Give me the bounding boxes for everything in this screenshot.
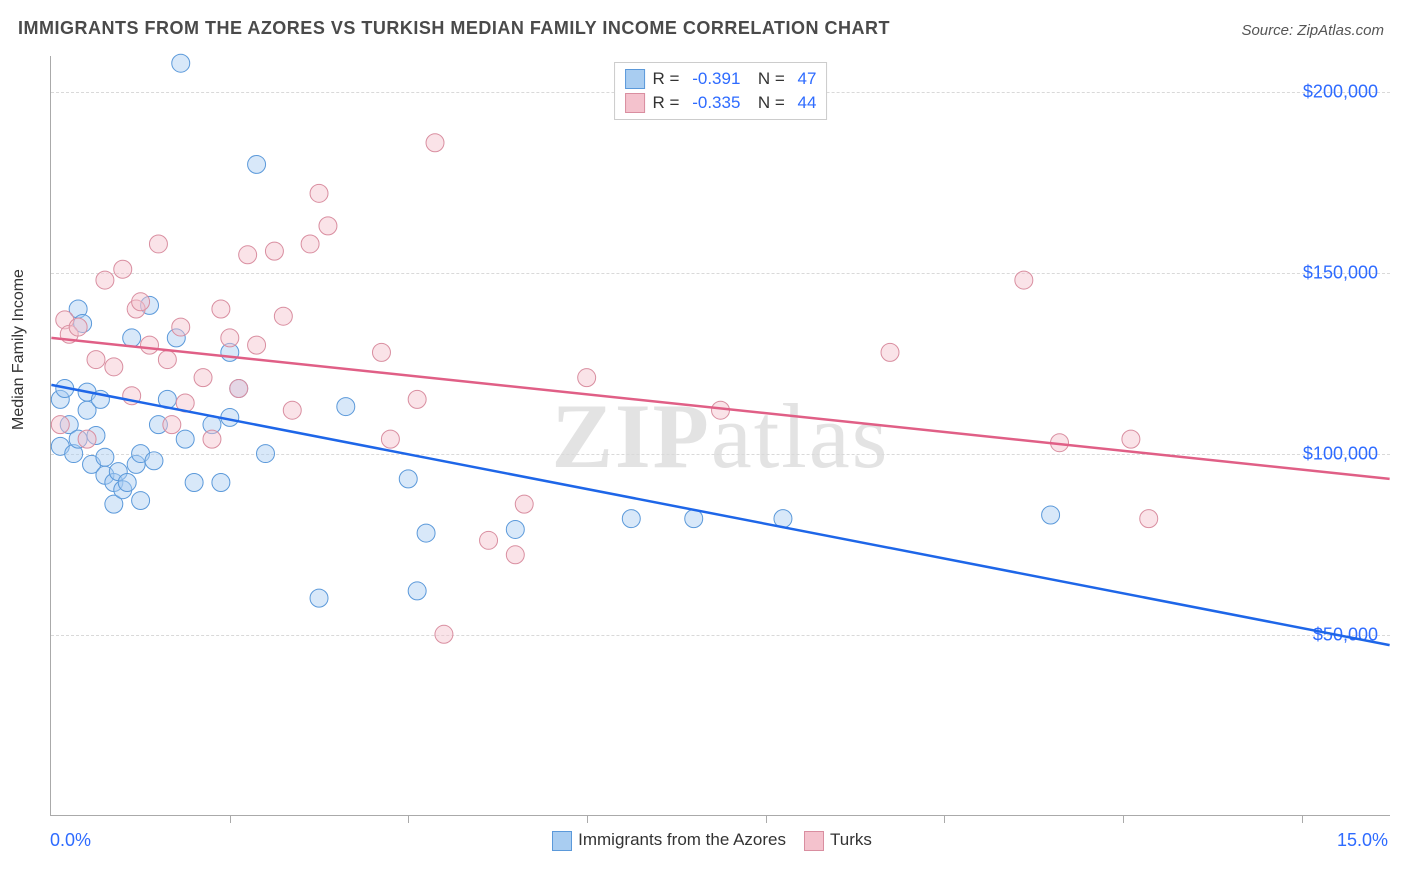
- data-point: [881, 343, 899, 361]
- data-point: [310, 184, 328, 202]
- data-point: [87, 351, 105, 369]
- chart-title: IMMIGRANTS FROM THE AZORES VS TURKISH ME…: [18, 18, 890, 39]
- data-point: [172, 318, 190, 336]
- data-point: [163, 416, 181, 434]
- scatter-svg: [51, 56, 1390, 815]
- data-point: [480, 531, 498, 549]
- data-point: [274, 307, 292, 325]
- x-tick: [1123, 815, 1124, 823]
- data-point: [69, 318, 87, 336]
- data-point: [96, 448, 114, 466]
- data-point: [301, 235, 319, 253]
- data-point: [399, 470, 417, 488]
- data-point: [212, 300, 230, 318]
- data-point: [230, 380, 248, 398]
- trend-line: [51, 385, 1389, 645]
- data-point: [515, 495, 533, 513]
- data-point: [408, 390, 426, 408]
- data-point: [114, 260, 132, 278]
- legend-swatch: [625, 69, 645, 89]
- data-point: [426, 134, 444, 152]
- data-point: [319, 217, 337, 235]
- legend-r-value: -0.391: [692, 69, 740, 89]
- data-point: [372, 343, 390, 361]
- data-point: [506, 546, 524, 564]
- data-point: [145, 452, 163, 470]
- data-point: [123, 329, 141, 347]
- trend-line: [51, 338, 1389, 479]
- data-point: [221, 329, 239, 347]
- y-axis-label: Median Family Income: [10, 269, 28, 430]
- data-point: [172, 54, 190, 72]
- legend-label: Turks: [830, 830, 872, 849]
- legend-n-label: N =: [748, 93, 789, 113]
- data-point: [118, 473, 136, 491]
- data-point: [212, 473, 230, 491]
- data-point: [265, 242, 283, 260]
- data-point: [176, 430, 194, 448]
- data-point: [578, 369, 596, 387]
- series-legend: Immigrants from the Azores Turks: [0, 830, 1406, 851]
- legend-row: R = -0.391 N = 47: [625, 67, 817, 91]
- x-tick: [944, 815, 945, 823]
- data-point: [96, 271, 114, 289]
- legend-n-value: 44: [798, 93, 817, 113]
- data-point: [105, 358, 123, 376]
- data-point: [381, 430, 399, 448]
- data-point: [248, 155, 266, 173]
- data-point: [239, 246, 257, 264]
- legend-n-value: 47: [798, 69, 817, 89]
- data-point: [203, 430, 221, 448]
- data-point: [337, 398, 355, 416]
- x-tick: [587, 815, 588, 823]
- data-point: [1015, 271, 1033, 289]
- legend-r-label: R =: [653, 69, 685, 89]
- source-label: Source: ZipAtlas.com: [1241, 22, 1384, 39]
- data-point: [185, 473, 203, 491]
- data-point: [248, 336, 266, 354]
- data-point: [158, 351, 176, 369]
- legend-label: Immigrants from the Azores: [578, 830, 786, 849]
- legend-r-value: -0.335: [692, 93, 740, 113]
- data-point: [132, 492, 150, 510]
- data-point: [622, 510, 640, 528]
- x-tick: [408, 815, 409, 823]
- data-point: [141, 336, 159, 354]
- legend-swatch: [552, 831, 572, 851]
- data-point: [1042, 506, 1060, 524]
- data-point: [194, 369, 212, 387]
- data-point: [685, 510, 703, 528]
- legend-swatch: [804, 831, 824, 851]
- data-point: [506, 520, 524, 538]
- data-point: [310, 589, 328, 607]
- x-tick: [1302, 815, 1303, 823]
- data-point: [257, 445, 275, 463]
- legend-row: R = -0.335 N = 44: [625, 91, 817, 115]
- data-point: [78, 430, 96, 448]
- x-tick: [230, 815, 231, 823]
- data-point: [51, 416, 69, 434]
- data-point: [1122, 430, 1140, 448]
- legend-swatch: [625, 93, 645, 113]
- legend-r-label: R =: [653, 93, 685, 113]
- plot-area: ZIPatlas $50,000$100,000$150,000$200,000…: [50, 56, 1390, 816]
- data-point: [408, 582, 426, 600]
- x-tick: [766, 815, 767, 823]
- data-point: [1140, 510, 1158, 528]
- data-point: [435, 625, 453, 643]
- correlation-legend: R = -0.391 N = 47R = -0.335 N = 44: [614, 62, 828, 120]
- data-point: [417, 524, 435, 542]
- data-point: [132, 293, 150, 311]
- legend-n-label: N =: [748, 69, 789, 89]
- data-point: [149, 235, 167, 253]
- data-point: [283, 401, 301, 419]
